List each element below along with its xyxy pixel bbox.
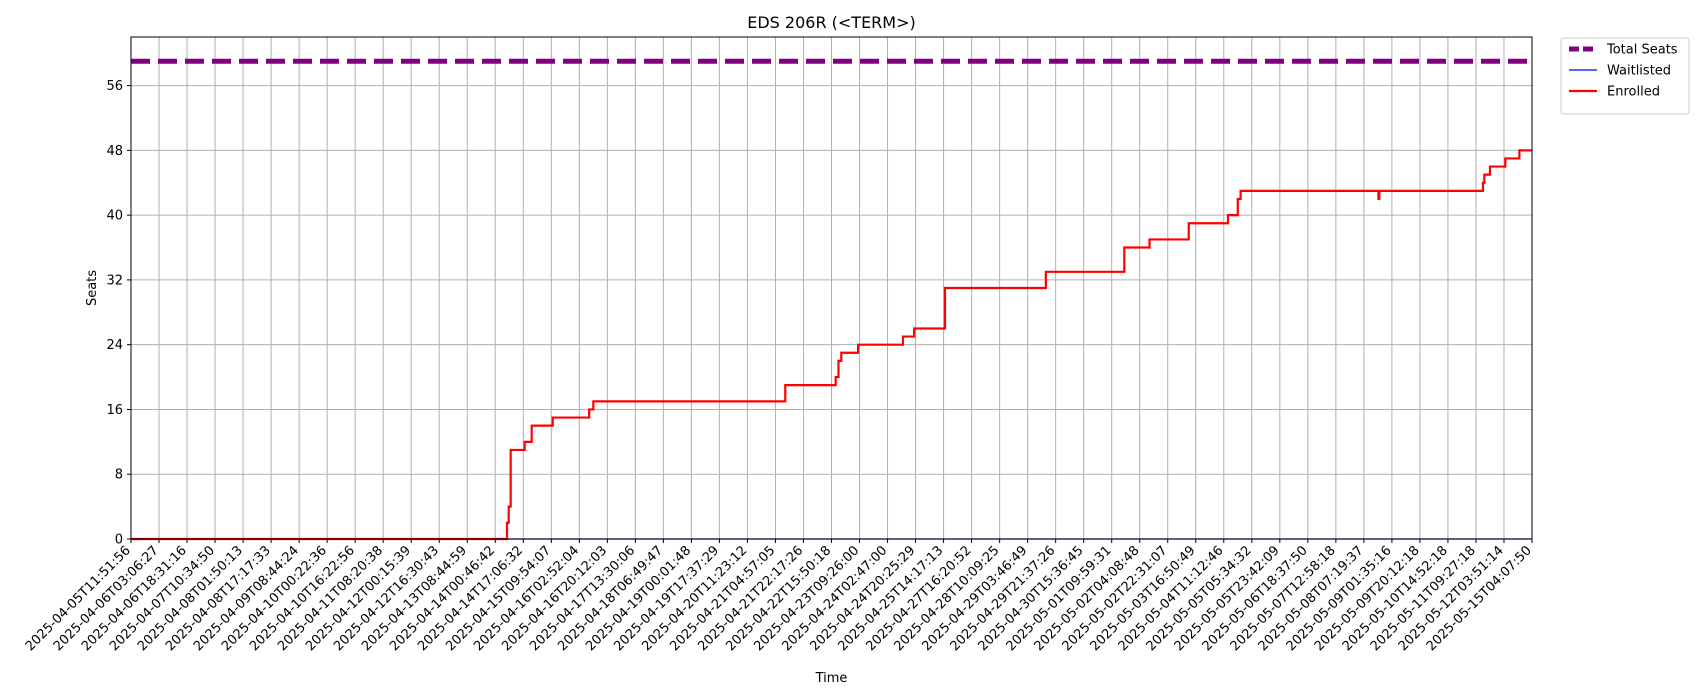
y-tick-label: 8 <box>115 468 123 483</box>
series-enrolled <box>131 149 1532 541</box>
x-axis: 2025-04-05T11:51:562025-04-06T03:06:2720… <box>23 539 1535 654</box>
y-tick-label: 56 <box>106 79 123 94</box>
grid <box>130 37 1533 540</box>
y-axis-label: Seats <box>85 270 100 306</box>
y-tick-label: 48 <box>106 144 123 159</box>
legend-label: Enrolled <box>1607 85 1660 100</box>
y-tick-label: 16 <box>106 403 123 418</box>
y-axis: 0 8 16 24 32 40 48 56 <box>106 79 131 548</box>
y-tick-label: 0 <box>115 533 123 548</box>
y-tick-label: 40 <box>106 209 123 224</box>
legend: Total Seats Waitlisted Enrolled <box>1560 37 1690 115</box>
y-tick-label: 32 <box>106 273 123 288</box>
legend-label: Waitlisted <box>1607 64 1671 79</box>
y-tick-label: 24 <box>106 338 123 353</box>
x-axis-label: Time <box>815 671 848 686</box>
chart-title: EDS 206R (<TERM>) <box>747 13 916 32</box>
legend-label: Total Seats <box>1606 43 1678 58</box>
legend-box <box>1560 37 1690 115</box>
